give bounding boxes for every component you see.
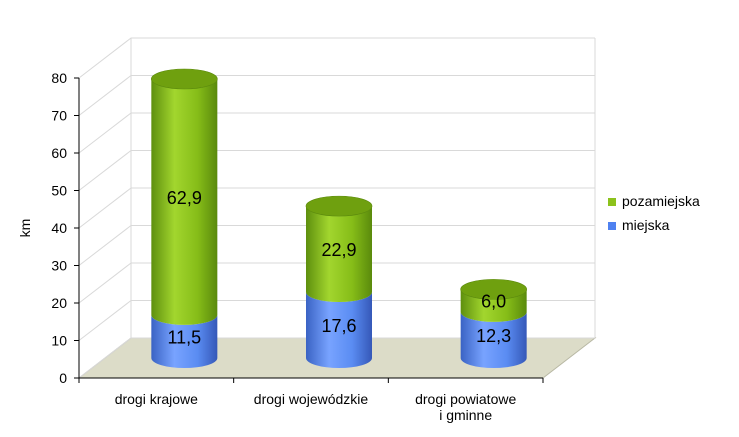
y-tick-label: 10 (51, 333, 67, 349)
data-label-miejska-2: 12,3 (476, 326, 511, 346)
y-tick-label: 80 (51, 70, 67, 86)
y-tick-label: 0 (59, 370, 67, 386)
y-axis-title: km (17, 219, 33, 238)
bar-top-cap-1 (305, 195, 373, 217)
legend-label-pozamiejska: pozamiejska (622, 193, 700, 209)
bar-top-cap-0 (151, 68, 218, 90)
y-tick-label: 50 (51, 183, 67, 199)
bar-pozamiejska-2 (460, 289, 527, 322)
data-label-miejska-0: 11,5 (167, 327, 201, 347)
legend: pozamiejska miejska (608, 193, 700, 233)
data-label-pozamiejska-1: 22,9 (321, 240, 356, 260)
legend-swatch-miejska (608, 222, 616, 230)
data-labels: 11,5 62,9 17,6 22,9 12,3 6,0 (167, 188, 511, 348)
legend-swatch-pozamiejska (608, 198, 616, 206)
legend-label-miejska: miejska (622, 217, 670, 233)
x-category-label: drogi krajowe (115, 391, 198, 407)
bar-miejska-0 (151, 314, 218, 368)
y-tick-label: 20 (51, 295, 67, 311)
data-label-pozamiejska-0: 62,9 (167, 188, 202, 208)
x-category-label: drogi powiatowe i gminne (415, 391, 516, 423)
y-tick-label: 70 (51, 108, 67, 124)
bar-miejska-1 (306, 292, 372, 368)
x-category-label: drogi wojewódzkie (254, 391, 369, 407)
bar-top-cap-2 (460, 279, 527, 300)
bar-pozamiejska-0 (151, 79, 218, 325)
bar-pozamiejska-1 (306, 206, 372, 302)
bars (151, 68, 527, 368)
y-tick-label: 60 (51, 145, 67, 161)
axes: 0 10 20 30 40 50 60 70 80 km drogi krajowe drogi wo… (17, 70, 544, 423)
data-label-miejska-1: 17,6 (321, 316, 356, 336)
gridlines (78, 37, 595, 379)
gridline (78, 37, 595, 79)
data-label-pozamiejska-2: 6,0 (481, 292, 506, 312)
y-tick-label: 40 (51, 220, 67, 236)
bar-miejska-2 (460, 311, 527, 368)
y-tick-label: 30 (51, 258, 67, 274)
